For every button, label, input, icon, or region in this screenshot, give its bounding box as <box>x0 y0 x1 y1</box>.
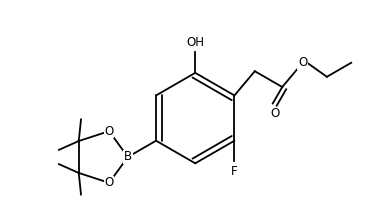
Text: F: F <box>231 165 238 178</box>
Text: OH: OH <box>186 36 204 49</box>
Text: O: O <box>105 176 114 189</box>
Text: B: B <box>124 150 132 163</box>
Text: O: O <box>298 56 307 69</box>
Text: O: O <box>105 125 114 138</box>
Text: O: O <box>270 107 279 120</box>
